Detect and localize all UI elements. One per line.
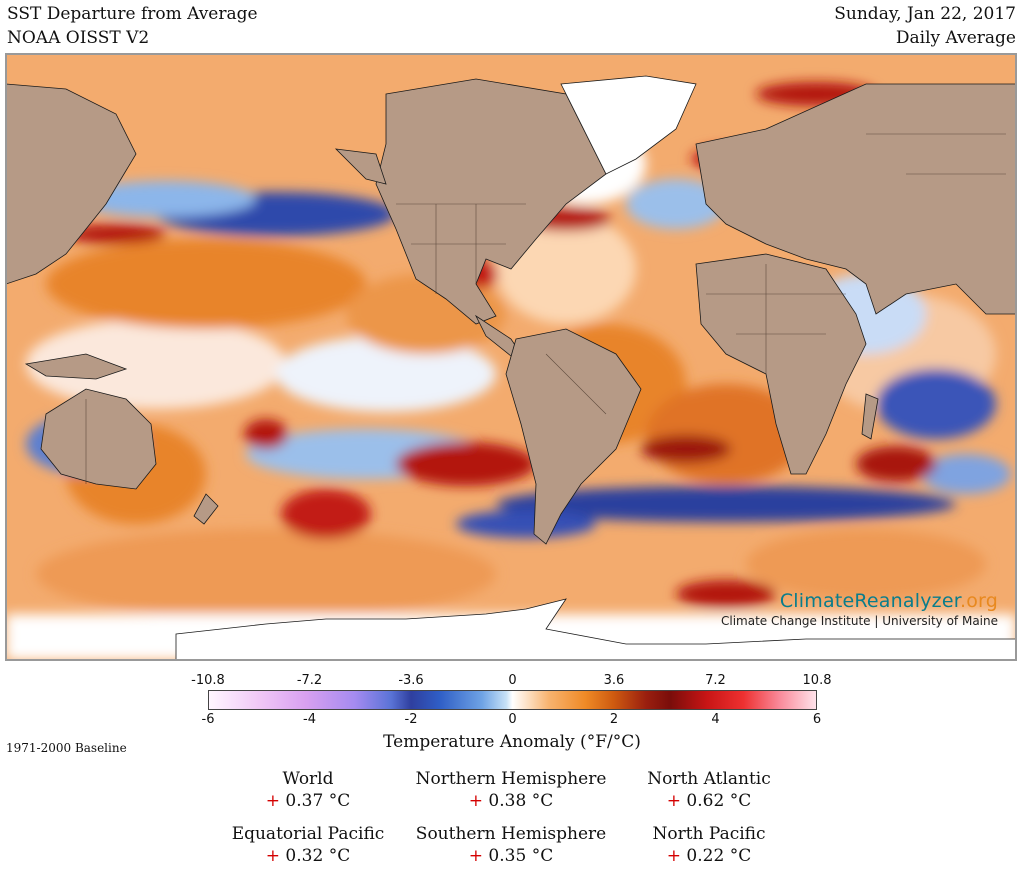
stat-number: 0.35 °C (483, 846, 554, 866)
stat-sign: + (468, 846, 484, 866)
alaska-coast-land (334, 148, 387, 185)
greenland-land (560, 75, 697, 175)
stat-number: 0.37 °C (280, 791, 351, 811)
australia-land (40, 388, 157, 490)
stat-number: 0.62 °C (681, 791, 752, 811)
stat-equatorial-pacific: Equatorial Pacific + 0.32 °C (198, 823, 418, 867)
stat-north-pacific: North Pacific + 0.22 °C (599, 823, 819, 867)
fahrenheit-tick-label: -7.2 (296, 673, 323, 688)
fahrenheit-tick-label: 0 (508, 673, 517, 688)
stat-region-label: Equatorial Pacific (231, 824, 385, 844)
fahrenheit-tick-label: -3.6 (398, 673, 424, 688)
indonesia-land (24, 353, 128, 380)
dataset-label: NOAA OISST V2 (7, 28, 150, 48)
brand-logo[interactable]: ClimateReanalyzer.org (721, 590, 998, 612)
stat-sign: + (666, 791, 682, 811)
south-america-land (505, 328, 642, 545)
brand-subtitle: Climate Change Institute | University of… (720, 614, 998, 628)
baseline-label: 1971-2000 Baseline (6, 741, 127, 755)
date-label: Sunday, Jan 22, 2017 (834, 4, 1016, 24)
celsius-tick-label: -2 (404, 712, 418, 727)
country-borders (85, 133, 1006, 484)
africa-land (695, 253, 867, 475)
stat-sign: + (265, 791, 281, 811)
stat-region-label: World (282, 769, 334, 789)
stat-sign: + (666, 846, 682, 866)
celsius-tick-label: 0 (508, 712, 517, 727)
stat-north-atlantic: North Atlantic + 0.62 °C (599, 768, 819, 812)
fahrenheit-tick-label: 3.6 (603, 673, 625, 688)
celsius-tick-label: 6 (812, 712, 822, 727)
colorbar (208, 690, 817, 710)
stat-region-label: North Atlantic (647, 769, 771, 789)
map-title: SST Departure from Average (7, 4, 258, 24)
celsius-tick-label: -6 (201, 712, 215, 727)
eurasia-land (695, 83, 1016, 315)
brand-tld: .org (959, 590, 998, 612)
madagascar-land (861, 393, 879, 440)
brand-name: ClimateReanalyzer (779, 590, 960, 612)
stat-region-label: Northern Hemisphere (415, 769, 607, 789)
antarctica-land (175, 598, 1016, 660)
stat-region-label: North Pacific (652, 824, 766, 844)
stat-value: + 0.38 °C (401, 790, 621, 812)
color-legend: -10.8 -7.2 -3.6 0 3.6 7.2 10.8 -6 -4 -2 0 2 4 6 Temp… (0, 664, 1024, 764)
stat-value: + 0.35 °C (401, 845, 621, 867)
stat-region-label: Southern Hemisphere (415, 824, 607, 844)
fahrenheit-tick-label: 10.8 (802, 673, 832, 688)
east-asia-land (6, 83, 137, 285)
header-left: SST Departure from Average NOAA OISST V2 (7, 2, 258, 50)
stat-southern-hemisphere: Southern Hemisphere + 0.35 °C (401, 823, 621, 867)
regional-stats: World + 0.37 °C Northern Hemisphere + 0.38 … (0, 768, 1024, 874)
stat-number: 0.38 °C (483, 791, 554, 811)
map-frame (6, 54, 1016, 660)
stat-value: + 0.32 °C (198, 845, 418, 867)
stat-number: 0.22 °C (681, 846, 752, 866)
fahrenheit-tick-label: 7.2 (705, 673, 726, 688)
map-canvas (6, 54, 1016, 660)
stat-northern-hemisphere: Northern Hemisphere + 0.38 °C (401, 768, 621, 812)
celsius-tick-label: 2 (609, 712, 619, 727)
legend-axis-title: Temperature Anomaly (°F/°C) (383, 732, 641, 752)
sst-anomaly-map[interactable]: ClimateReanalyzer.org Climate Change Ins… (5, 53, 1017, 661)
celsius-tick-label: 4 (711, 712, 720, 727)
stat-value: + 0.62 °C (599, 790, 819, 812)
header-right: Sunday, Jan 22, 2017 Daily Average (834, 2, 1016, 50)
stat-value: + 0.37 °C (198, 790, 418, 812)
stat-sign: + (468, 791, 484, 811)
stat-number: 0.32 °C (280, 846, 351, 866)
fahrenheit-tick-label: -10.8 (191, 673, 225, 688)
landmasses (6, 75, 1016, 660)
new-zealand-land (193, 493, 219, 525)
period-label: Daily Average (895, 28, 1016, 48)
brand-block: ClimateReanalyzer.org Climate Change Ins… (721, 590, 998, 628)
stat-sign: + (265, 846, 281, 866)
celsius-tick-label: -4 (303, 712, 316, 727)
stat-value: + 0.22 °C (599, 845, 819, 867)
stat-world: World + 0.37 °C (198, 768, 418, 812)
